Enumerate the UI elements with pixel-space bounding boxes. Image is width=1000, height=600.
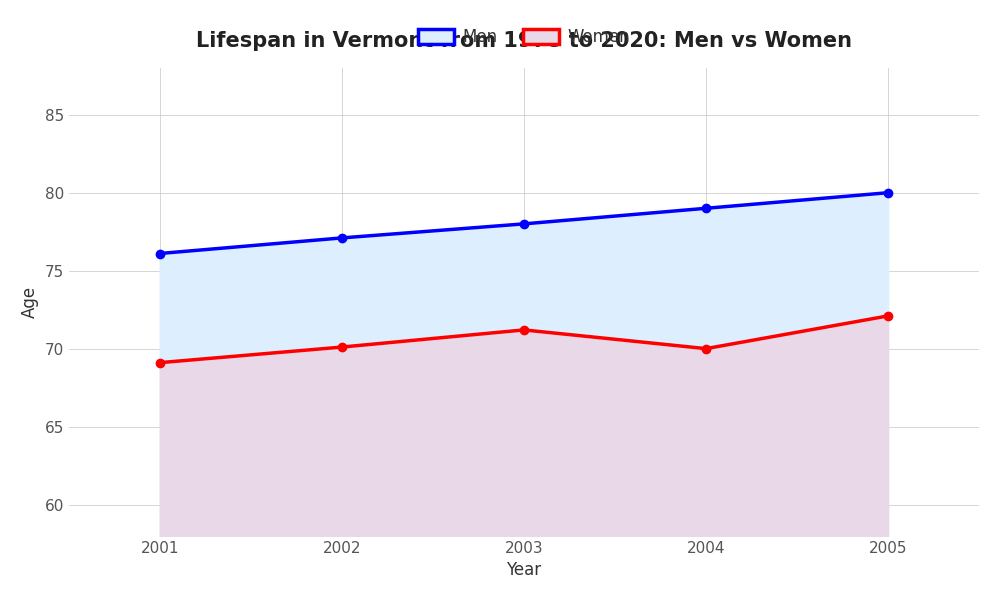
Y-axis label: Age: Age: [21, 286, 39, 318]
X-axis label: Year: Year: [506, 561, 541, 579]
Legend: Men, Women: Men, Women: [409, 20, 639, 55]
Title: Lifespan in Vermont from 1978 to 2020: Men vs Women: Lifespan in Vermont from 1978 to 2020: M…: [196, 31, 852, 51]
